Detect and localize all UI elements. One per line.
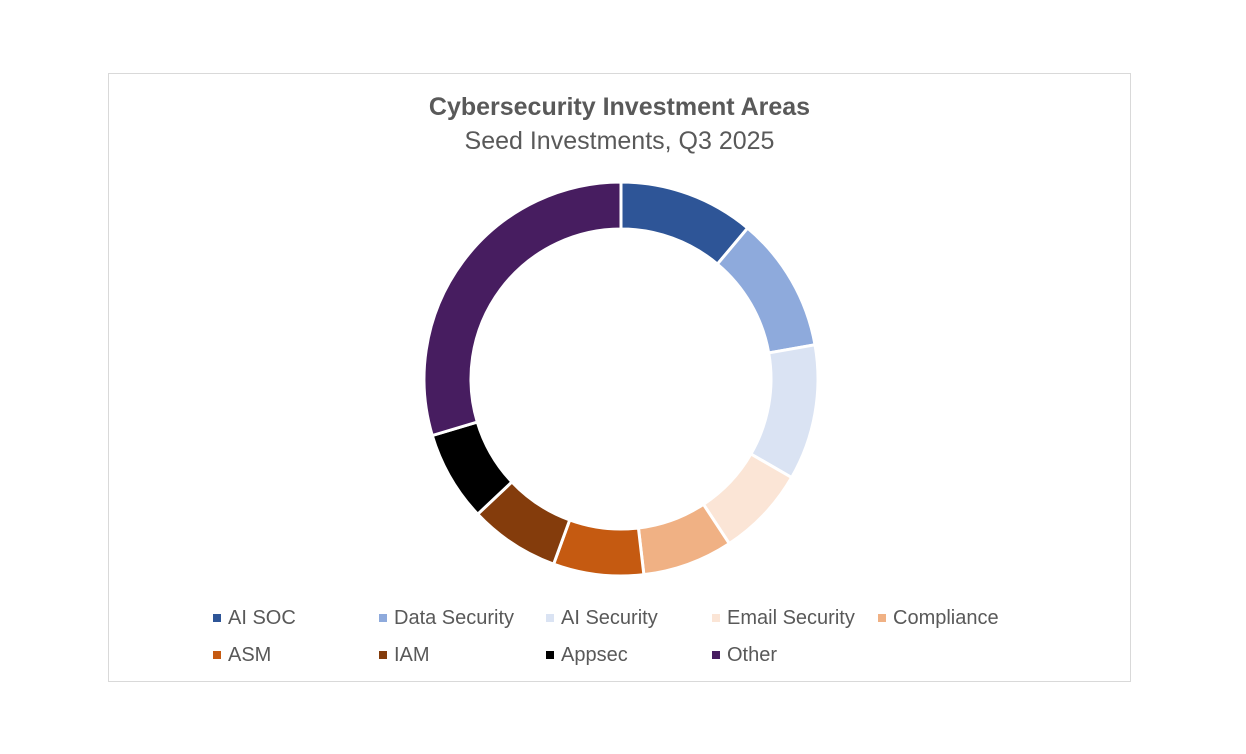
chart-title: Cybersecurity Investment Areas [428,93,811,121]
donut-slice-data-security [715,225,817,355]
chart-frame: Cybersecurity Investment Areas Seed Inve… [108,73,1131,682]
chart-subtitle: Seed Investments, Q3 2025 [464,127,775,155]
donut-slice-ai-security [748,343,820,480]
donut-slice-other [422,180,623,438]
donut-chart [422,180,820,578]
